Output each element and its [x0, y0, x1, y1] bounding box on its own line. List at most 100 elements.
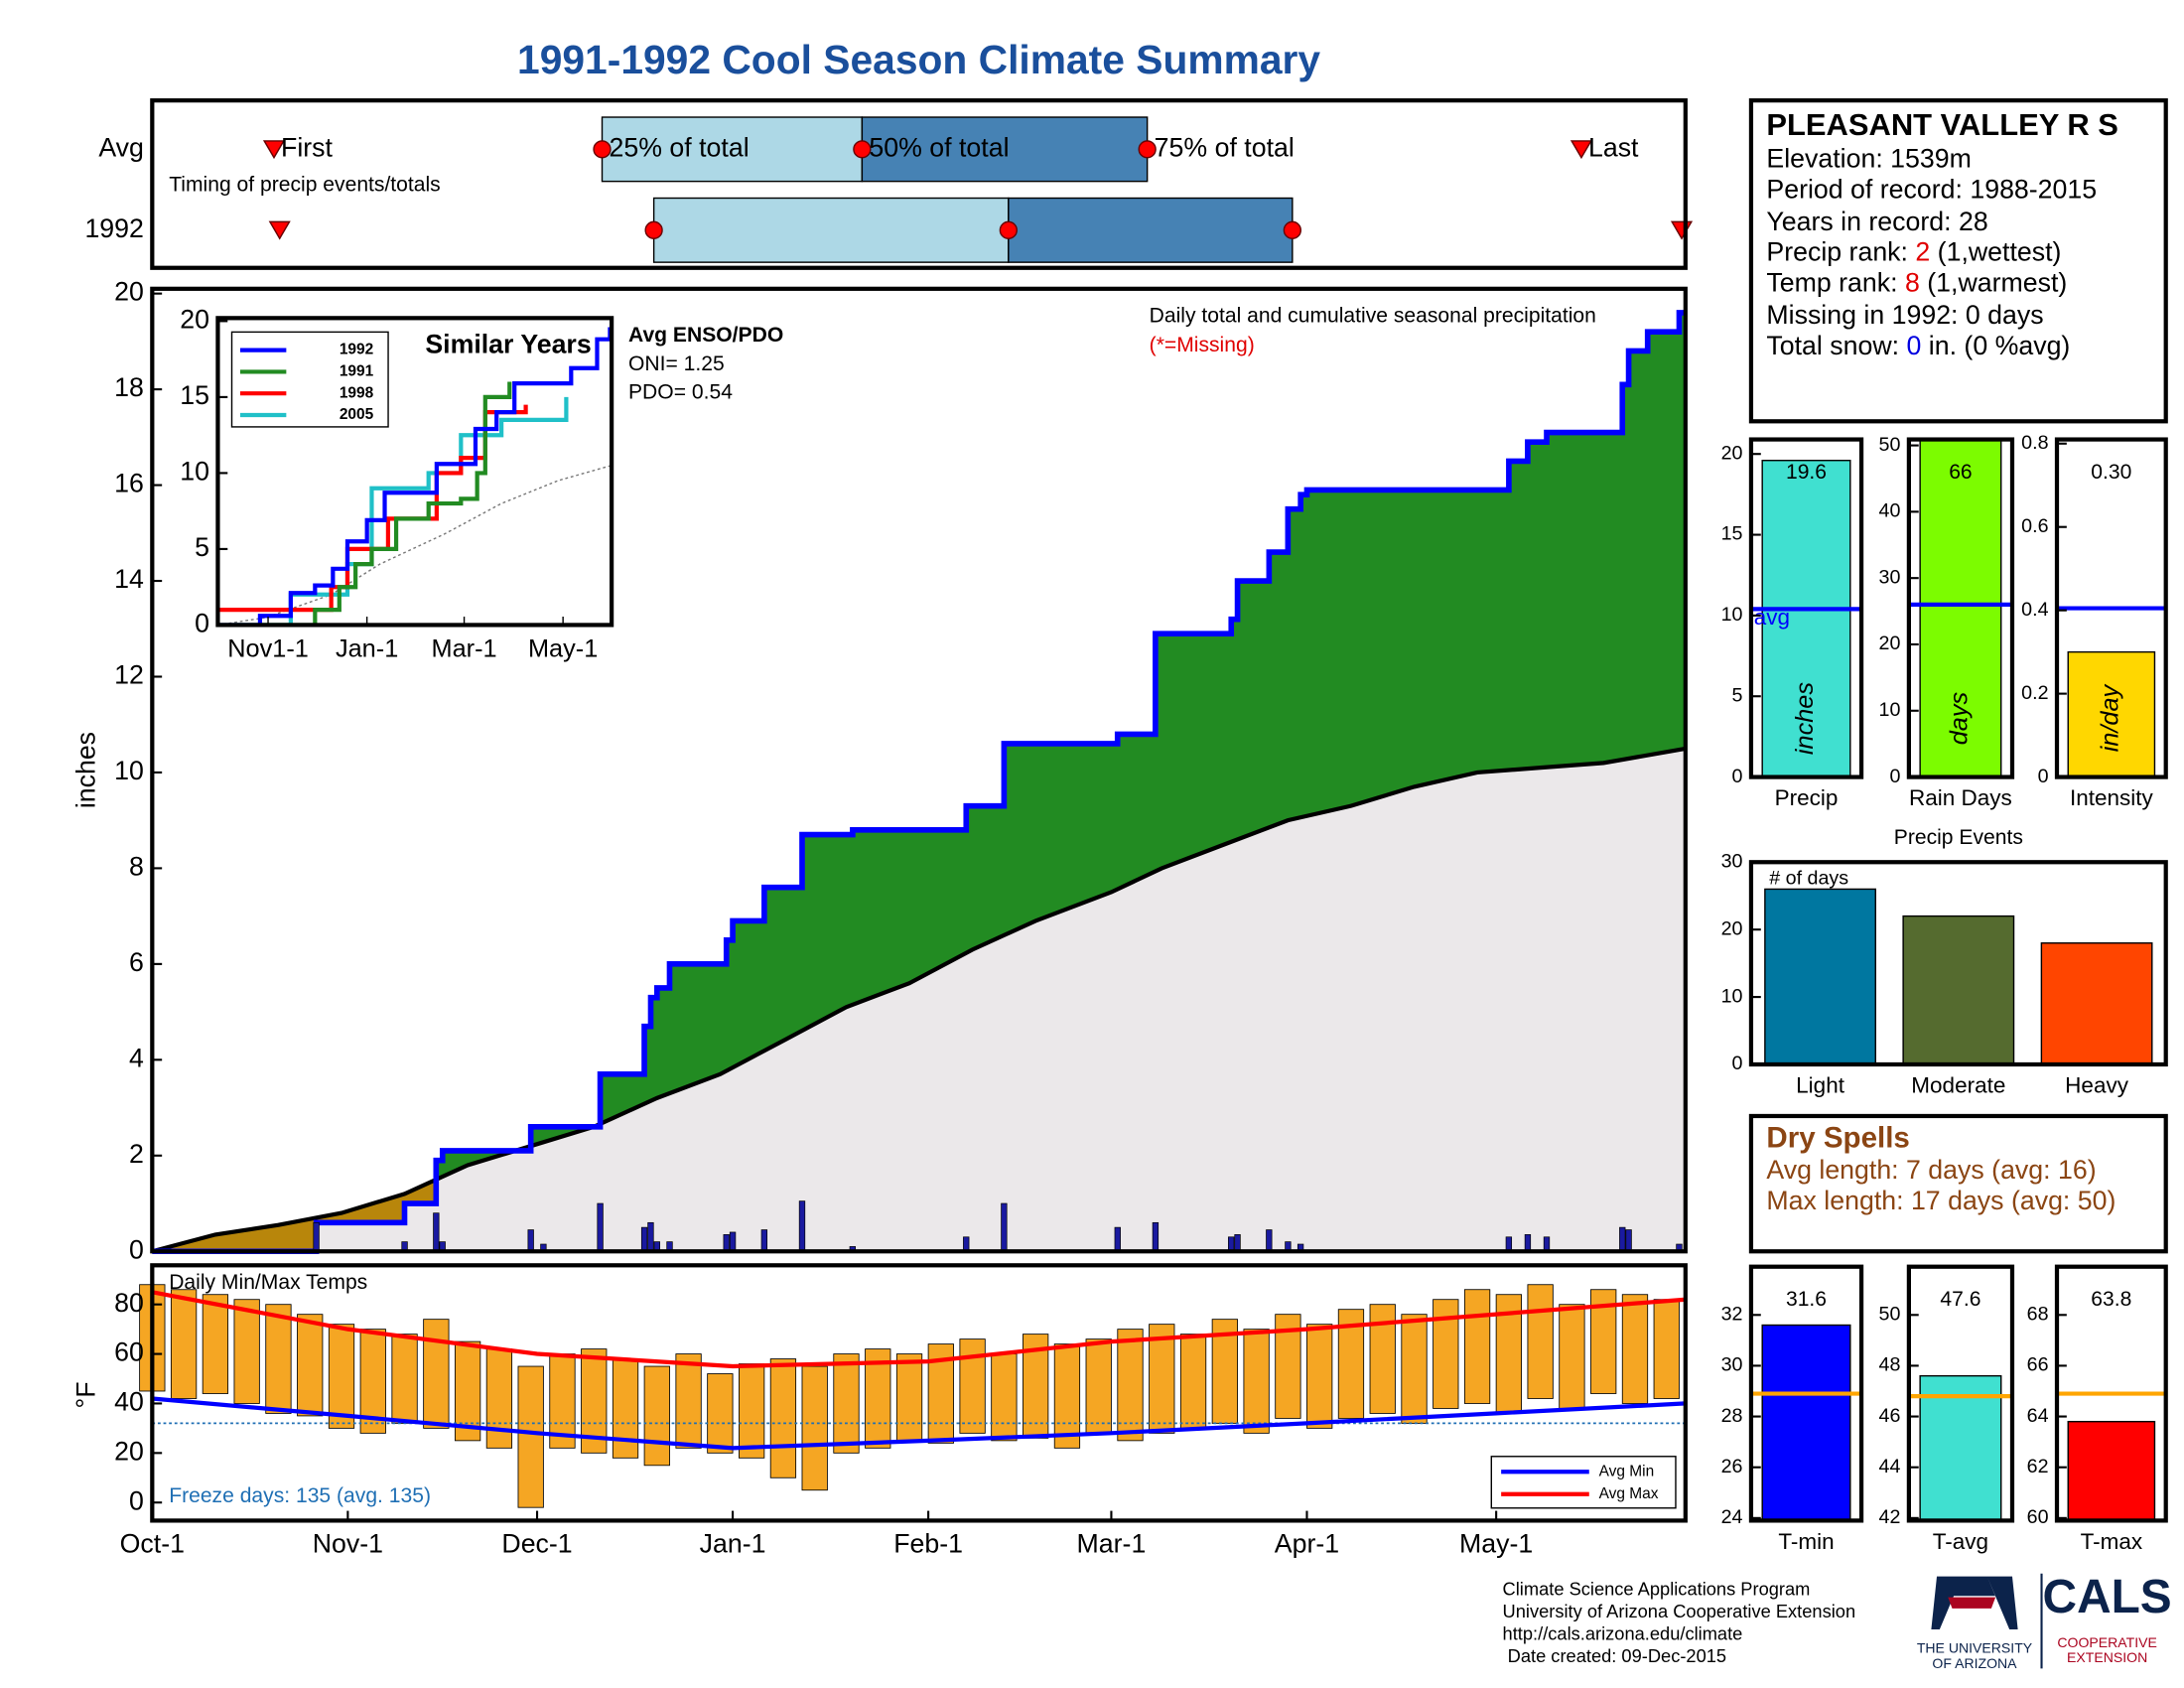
- value-label: 66: [1949, 461, 1972, 484]
- daily-bar: [963, 1236, 970, 1252]
- temp-range-bar: [959, 1338, 986, 1434]
- base-area: [152, 748, 1686, 1252]
- y-tick-label: 42: [1879, 1506, 1901, 1528]
- logo-univ: OF ARIZONA: [1932, 1655, 2017, 1671]
- y-tick-label: 30: [1721, 850, 1743, 872]
- unit-label: in/day: [2097, 683, 2124, 752]
- daily-bar: [527, 1229, 534, 1252]
- y-tick-label: 20: [180, 304, 209, 334]
- event-marker: [1570, 140, 1593, 160]
- x-tick-label: Nov1-1: [227, 634, 309, 662]
- temp-range-bar: [707, 1373, 734, 1454]
- legend-label: 1998: [340, 384, 374, 401]
- daily-bar: [723, 1234, 730, 1252]
- y-tick-label: 0: [129, 1485, 144, 1515]
- daily-bar: [1228, 1236, 1235, 1252]
- station-value: 2: [1915, 237, 1930, 267]
- temp-range-bar: [1053, 1343, 1081, 1449]
- y-tick-label: 20: [1721, 442, 1743, 464]
- quartile-marker: [644, 220, 663, 239]
- plot-frame: [1748, 860, 2168, 1067]
- value-label: 47.6: [1940, 1288, 1980, 1311]
- y-tick-label: 68: [2027, 1303, 2049, 1325]
- temp-range-bar: [517, 1365, 544, 1508]
- temp-range-bar: [1463, 1289, 1491, 1404]
- y-tick-label: 32: [1721, 1303, 1743, 1325]
- temp-range-bar: [1179, 1334, 1207, 1429]
- daily-bar: [760, 1229, 768, 1252]
- logo-univ: THE UNIVERSITY: [1917, 1639, 2033, 1655]
- x-tick-label: May-1: [528, 634, 598, 662]
- x-tick-label: Mar-1: [1077, 1529, 1147, 1559]
- y-tick-label: 5: [1732, 684, 1743, 706]
- temp-range-bar: [202, 1294, 229, 1394]
- average-line: [151, 746, 1687, 1254]
- legend-label: Avg Min: [1599, 1463, 1655, 1479]
- y-tick-label: 10: [180, 456, 209, 486]
- y-tick-label: 26: [1721, 1456, 1743, 1477]
- y-tick-label: 20: [1721, 917, 1743, 939]
- panel-title: Precip Events: [1894, 826, 2023, 849]
- y-tick-label: 64: [2027, 1405, 2049, 1427]
- y-tick-label: 0.6: [2021, 515, 2048, 537]
- temp-range-bar: [328, 1324, 355, 1429]
- category-label: Precip: [1775, 785, 1839, 810]
- y-tick-label: 0.2: [2021, 682, 2048, 704]
- temp-range-bar: [612, 1358, 639, 1459]
- marker-label: 25% of total: [610, 132, 750, 162]
- series-line: [217, 381, 512, 628]
- y-tick-label: 0.8: [2021, 432, 2048, 454]
- row-label: Avg: [98, 132, 144, 162]
- quartile-marker: [1138, 140, 1157, 159]
- page-title: 1991-1992 Cool Season Climate Summary: [517, 37, 1320, 82]
- y-tick-label: 46: [1879, 1405, 1901, 1427]
- y-tick-label: 24: [1721, 1506, 1743, 1528]
- temp-range-bar: [265, 1304, 292, 1414]
- y-tick-label: 60: [114, 1337, 144, 1367]
- daily-bar: [313, 1221, 320, 1252]
- x-tick-label: Jan-1: [700, 1529, 766, 1559]
- legend-label: Avg Max: [1599, 1485, 1659, 1502]
- daily-bar: [433, 1212, 440, 1252]
- legend-box: [230, 331, 389, 428]
- temp-range-bar: [1621, 1294, 1649, 1404]
- x-tick-label: May-1: [1459, 1529, 1533, 1559]
- legend-box: [1490, 1456, 1677, 1509]
- temp-range-bar: [865, 1348, 891, 1449]
- quartile-bar: [652, 197, 1010, 263]
- value-label: 19.6: [1786, 461, 1827, 484]
- y-tick-label: 80: [114, 1288, 144, 1318]
- y-tick-label: 50: [1879, 434, 1901, 456]
- cumulative-line: [152, 310, 1686, 1255]
- temp-range-bar: [1149, 1324, 1175, 1434]
- bar: [1761, 1324, 1851, 1522]
- plot-frame: [1906, 1264, 2015, 1523]
- category-label: Rain Days: [1909, 785, 2012, 810]
- inset-title: Similar Years: [425, 330, 591, 359]
- row-label: 1992: [84, 213, 143, 243]
- temp-range-bar: [769, 1358, 797, 1478]
- credit-line: University of Arizona Cooperative Extens…: [1503, 1601, 1856, 1621]
- station-label: Temp rank:: [1766, 268, 1905, 298]
- quartile-bar: [601, 116, 864, 183]
- daily-bar: [640, 1226, 648, 1252]
- y-tick-label: 62: [2027, 1456, 2049, 1477]
- marker-label: Last: [1588, 132, 1639, 162]
- daily-bar: [1266, 1229, 1273, 1252]
- station-line: Period of record: 1988-2015: [1766, 175, 2097, 205]
- missing-note: (*=Missing): [1150, 334, 1255, 356]
- y-tick-label: 30: [1721, 1354, 1743, 1376]
- y-tick-label: 10: [1879, 699, 1901, 721]
- temp-range-bar: [895, 1353, 923, 1442]
- daily-bar: [798, 1200, 806, 1252]
- bar: [2040, 942, 2153, 1065]
- logo-ext: EXTENSION: [2067, 1649, 2147, 1665]
- chart-note: Daily total and cumulative seasonal prec…: [1150, 304, 1596, 327]
- daily-bar: [647, 1221, 654, 1252]
- value-label: 31.6: [1786, 1288, 1827, 1311]
- quartile-marker: [999, 220, 1018, 239]
- temp-range-bar: [1306, 1324, 1333, 1429]
- plot-frame: [1906, 437, 2015, 779]
- quartile-marker: [593, 140, 612, 159]
- x-tick-label: Feb-1: [893, 1529, 963, 1559]
